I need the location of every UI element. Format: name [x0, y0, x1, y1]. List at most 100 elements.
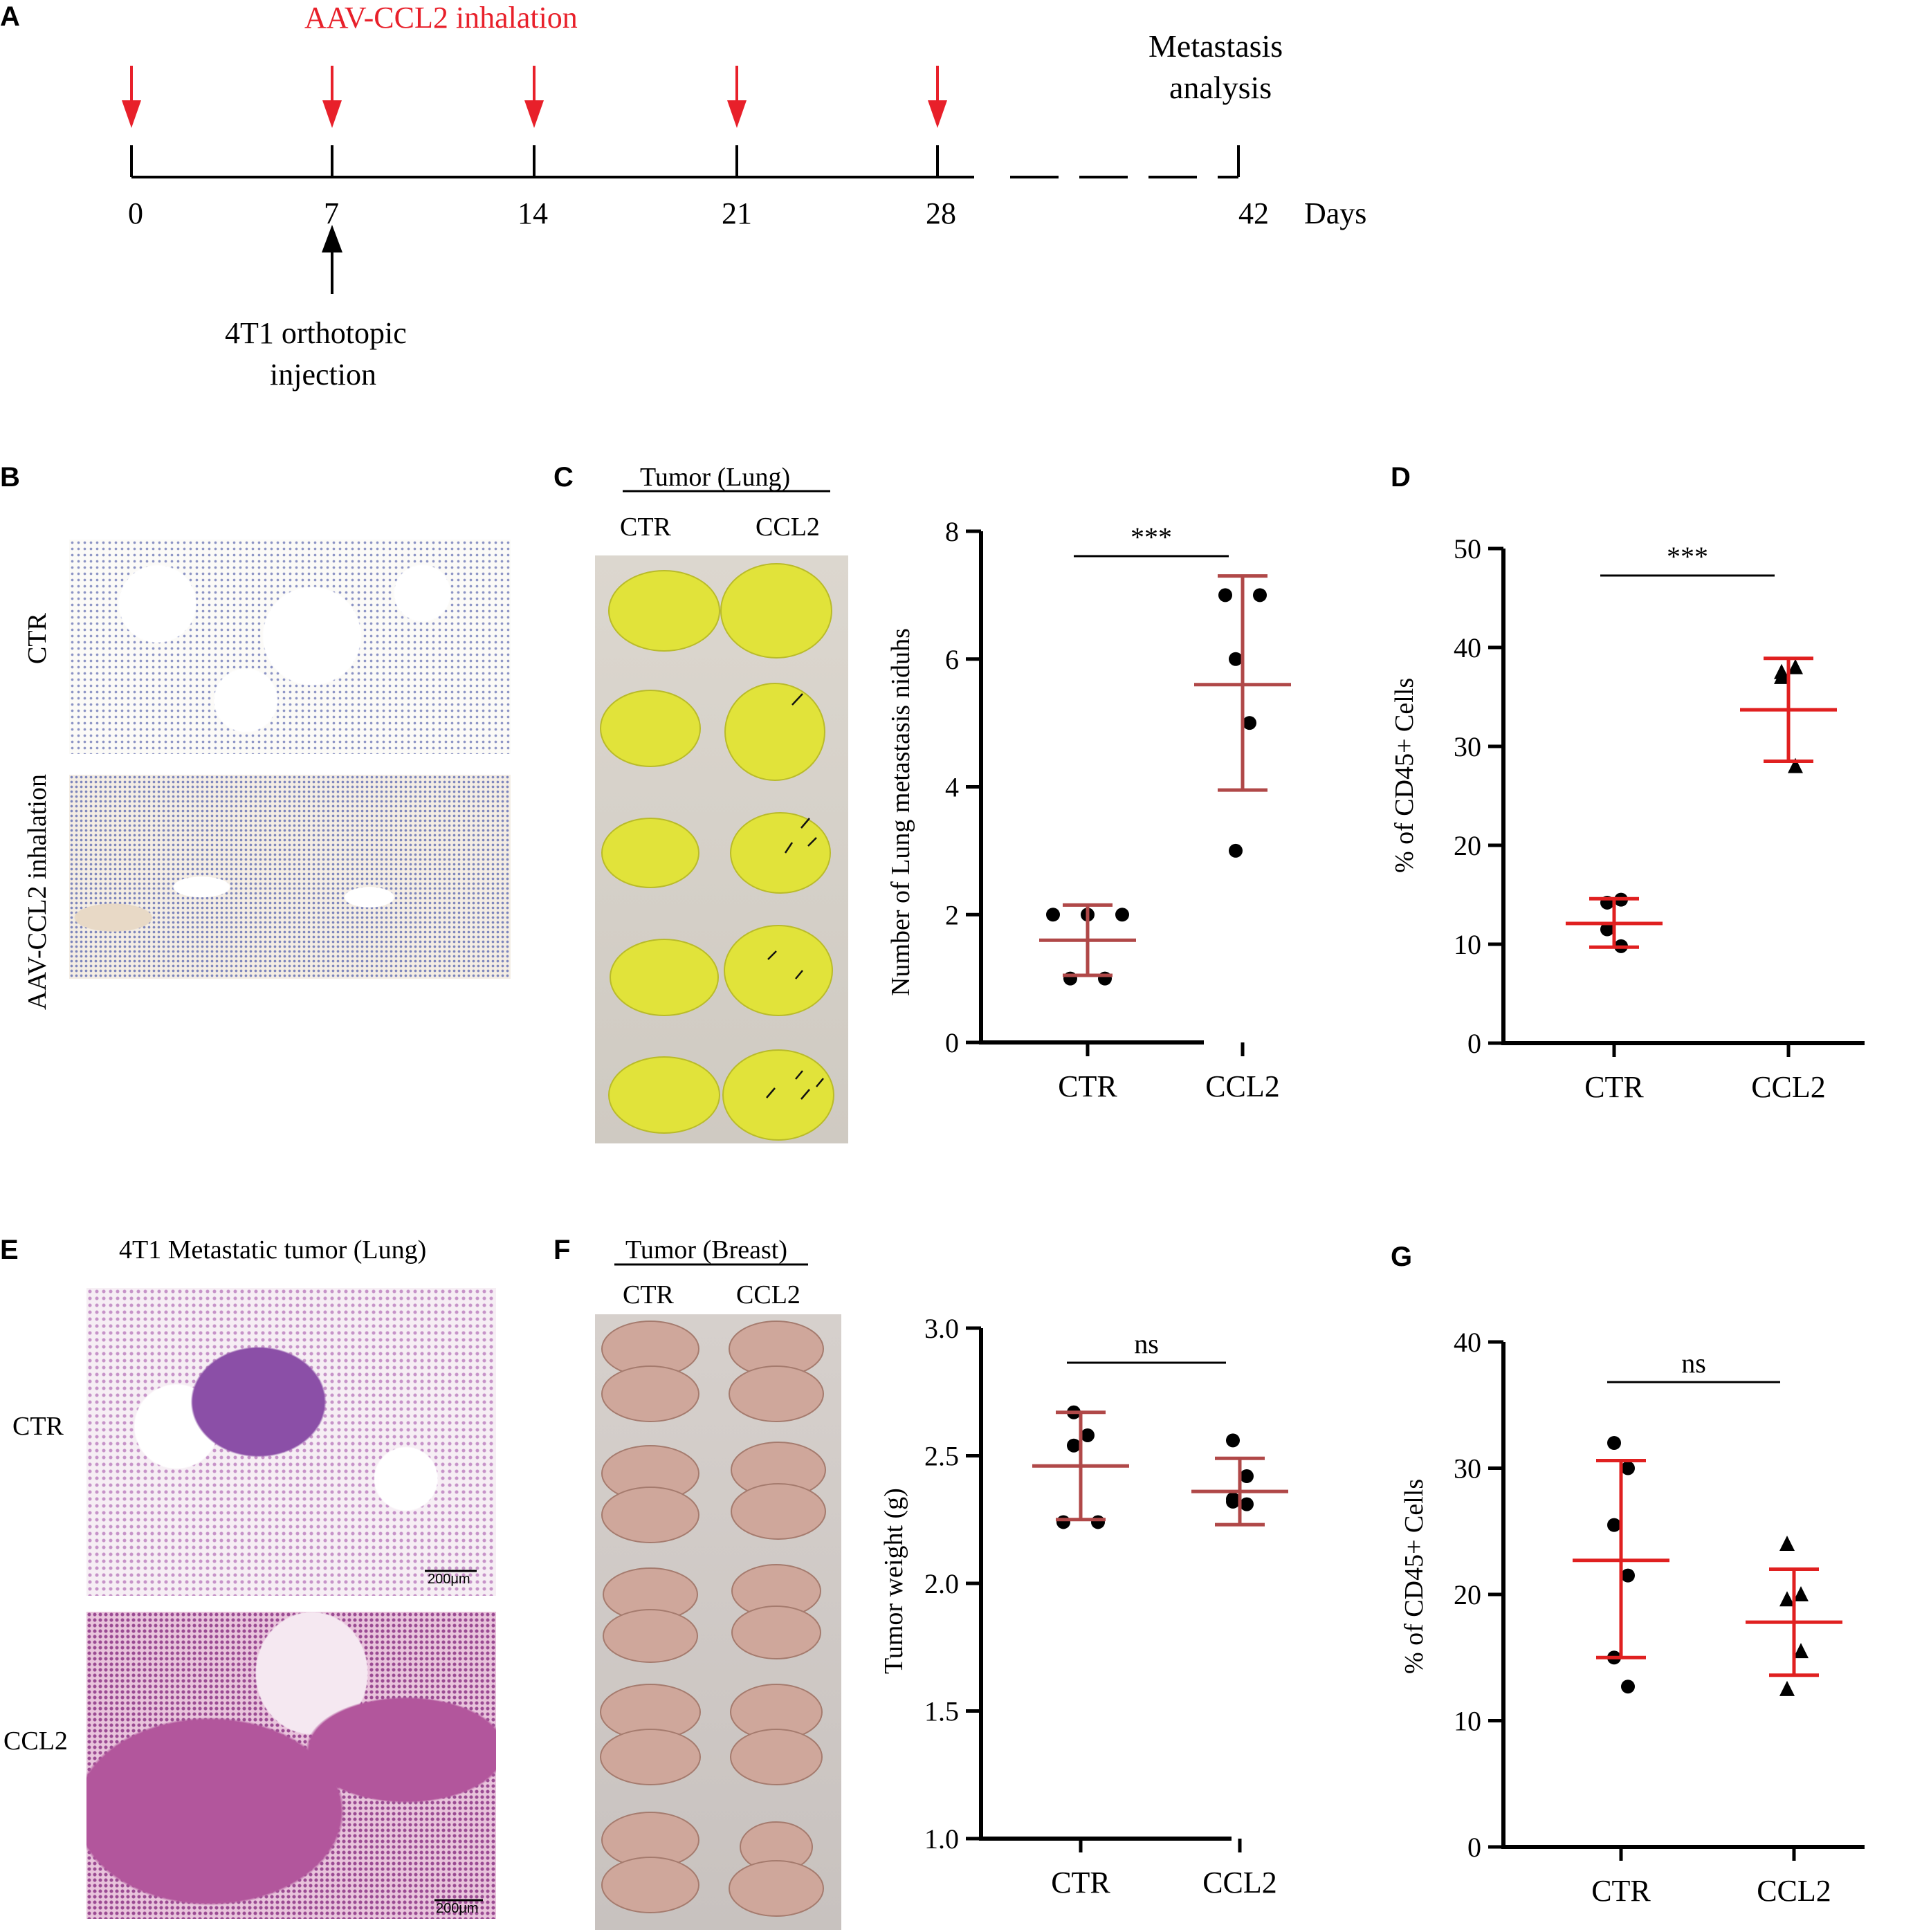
data-point — [1788, 659, 1803, 674]
panel-letter-e: E — [0, 1235, 19, 1265]
y-tick-label: 0 — [945, 1027, 959, 1058]
data-point — [1621, 1568, 1635, 1583]
he-image-ccl2 — [86, 1612, 496, 1919]
data-point — [1091, 1515, 1105, 1529]
x-tick-label-ccl2: CCL2 — [1205, 1069, 1280, 1103]
y-tick-label: 30 — [1454, 1453, 1481, 1484]
he-title: 4T1 Metastatic tumor (Lung) — [119, 1235, 427, 1264]
timeline-diagram — [122, 66, 1240, 294]
data-point — [1229, 843, 1243, 858]
data-point — [1788, 757, 1803, 773]
inhalation-arrow-head — [122, 100, 141, 128]
chart-f-ylabel: Tumor weight (g) — [879, 1488, 908, 1674]
data-point — [1621, 1680, 1635, 1694]
injection-label-line2: injection — [270, 358, 376, 392]
chart-g-ylabel: % of CD45+ Cells — [1400, 1478, 1429, 1674]
he-scalebar-ctr: 200μm — [428, 1572, 470, 1587]
data-point — [1600, 922, 1614, 937]
histology-row-label-ccl2: AAV-CCL2 inhalation — [23, 774, 52, 1010]
data-point — [1774, 668, 1789, 684]
data-point — [1226, 1433, 1240, 1448]
metastasis-label-line1: Metastasis — [1148, 28, 1283, 64]
y-tick-label: 2.5 — [924, 1441, 959, 1472]
chart-c-ylabel: Number of Lung metastasis niduhs — [886, 628, 915, 996]
significance-label: ns — [1134, 1328, 1159, 1359]
x-tick-label-ctr: CTR — [1584, 1070, 1644, 1104]
breast-photo-title: Tumor (Breast) — [625, 1235, 787, 1264]
injection-arrow-head — [322, 225, 342, 252]
y-tick-label: 4 — [945, 772, 959, 803]
x-tick-label-ctr: CTR — [1051, 1866, 1110, 1899]
y-tick-label: 30 — [1454, 731, 1481, 762]
ihc-image-ctr — [69, 540, 511, 754]
y-tick-label: 10 — [1454, 1706, 1481, 1737]
panel-letter-a: A — [0, 1, 20, 32]
y-tick-label: 1.5 — [924, 1696, 959, 1727]
lung-metastasis-chart: 0 2 4 6 8 CTR CCL2 *** — [945, 516, 1291, 1103]
data-point — [1067, 1438, 1081, 1453]
panel-letter-f: F — [553, 1235, 571, 1265]
histology-row-label-ctr: CTR — [23, 613, 52, 664]
metastasis-label-line2: analysis — [1169, 70, 1272, 105]
data-point — [1218, 588, 1232, 602]
data-point — [1793, 1586, 1809, 1601]
y-tick-label: 2.0 — [924, 1568, 959, 1599]
he-row-label-ctr: CTR — [12, 1412, 64, 1441]
day-label-21: 21 — [722, 196, 752, 230]
cd45-lung-chart: 0 10 20 30 40 50 CTR CCL2 *** — [1454, 533, 1865, 1104]
x-tick-label-ccl2: CCL2 — [1202, 1866, 1277, 1899]
inhalation-arrow-head — [524, 100, 544, 128]
day-label-7: 7 — [324, 196, 339, 230]
y-tick-label: 6 — [945, 644, 959, 675]
data-point — [1779, 1536, 1795, 1551]
data-point — [1056, 1515, 1070, 1529]
y-tick-label: 10 — [1454, 929, 1481, 960]
breast-photo-col-ccl2: CCL2 — [736, 1280, 800, 1309]
data-point — [1229, 652, 1243, 666]
y-tick-label: 2 — [945, 899, 959, 930]
data-point — [1793, 1643, 1809, 1659]
y-tick-label: 8 — [945, 516, 959, 547]
y-tick-label: 20 — [1454, 1579, 1481, 1610]
data-point — [1046, 908, 1060, 922]
inhalation-arrow-head — [727, 100, 747, 128]
lung-photo-title: Tumor (Lung) — [640, 463, 791, 492]
data-point — [1240, 1497, 1254, 1511]
data-point — [1240, 1469, 1254, 1484]
tumor-weight-chart: 1.0 1.5 2.0 2.5 3.0 CTR CCL2 ns — [924, 1313, 1288, 1899]
y-tick-label: 0 — [1467, 1028, 1481, 1059]
day-label-42: 42 — [1238, 196, 1269, 230]
he-scalebar-ccl2: 200μm — [436, 1901, 479, 1916]
panel-letter-c: C — [553, 462, 574, 493]
y-tick-label: 0 — [1467, 1832, 1481, 1863]
he-image-ctr — [86, 1288, 496, 1596]
day-label-28: 28 — [926, 196, 956, 230]
inhalation-label: AAV-CCL2 inhalation — [304, 1, 578, 35]
inhalation-arrow-head — [928, 100, 947, 128]
chart-d-ylabel: % of CD45+ Cells — [1390, 677, 1419, 873]
lung-photo-title-underline — [623, 490, 830, 493]
lung-tumor-photo — [595, 555, 848, 1143]
x-tick-label-ctr: CTR — [1591, 1874, 1651, 1908]
data-point — [1607, 1518, 1621, 1532]
y-tick-label: 20 — [1454, 830, 1481, 861]
ihc-image-ccl2 — [69, 775, 511, 979]
significance-label: *** — [1667, 541, 1708, 572]
y-tick-label: 1.0 — [924, 1823, 959, 1855]
data-point — [1226, 1492, 1240, 1507]
data-point — [1621, 1461, 1635, 1475]
y-tick-label: 3.0 — [924, 1313, 959, 1344]
panel-letter-g: G — [1391, 1242, 1413, 1272]
day-label-0: 0 — [128, 196, 143, 230]
data-point — [1607, 1436, 1621, 1450]
days-unit-label: Days — [1304, 196, 1367, 230]
significance-label: ns — [1681, 1347, 1706, 1379]
data-point — [1081, 1428, 1095, 1442]
cd45-breast-chart: 0 10 20 30 40 CTR CCL2 ns — [1454, 1327, 1865, 1908]
data-point — [1779, 1680, 1795, 1696]
y-tick-label: 40 — [1454, 632, 1481, 663]
panel-letter-b: B — [0, 462, 20, 493]
y-tick-label: 40 — [1454, 1327, 1481, 1358]
data-point — [1253, 588, 1267, 602]
day-label-14: 14 — [518, 196, 548, 230]
